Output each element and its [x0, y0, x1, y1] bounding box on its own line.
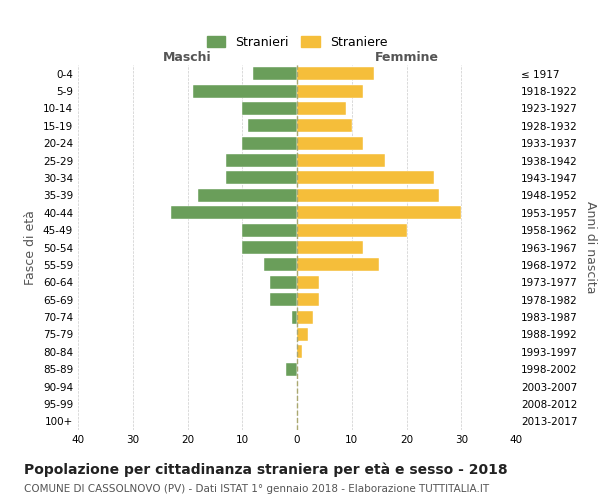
Bar	[297, 102, 346, 115]
Bar	[242, 224, 297, 236]
Bar	[242, 241, 297, 254]
Bar	[297, 136, 362, 149]
Bar	[297, 276, 319, 289]
Bar	[297, 84, 362, 98]
Bar	[297, 328, 308, 341]
Bar	[248, 120, 297, 132]
Y-axis label: Anni di nascita: Anni di nascita	[584, 201, 597, 294]
Text: Popolazione per cittadinanza straniera per età e sesso - 2018: Popolazione per cittadinanza straniera p…	[24, 462, 508, 477]
Bar	[297, 172, 434, 184]
Bar	[253, 67, 297, 80]
Text: COMUNE DI CASSOLNOVO (PV) - Dati ISTAT 1° gennaio 2018 - Elaborazione TUTTITALIA: COMUNE DI CASSOLNOVO (PV) - Dati ISTAT 1…	[24, 484, 489, 494]
Bar	[292, 310, 297, 324]
Bar	[297, 189, 439, 202]
Bar	[242, 136, 297, 149]
Bar	[297, 206, 461, 220]
Bar	[297, 120, 352, 132]
Bar	[193, 84, 297, 98]
Bar	[286, 362, 297, 376]
Legend: Stranieri, Straniere: Stranieri, Straniere	[202, 31, 392, 54]
Bar	[264, 258, 297, 272]
Bar	[297, 310, 313, 324]
Text: Femmine: Femmine	[374, 51, 439, 64]
Bar	[297, 346, 302, 358]
Bar	[297, 241, 362, 254]
Bar	[226, 154, 297, 167]
Bar	[242, 102, 297, 115]
Bar	[297, 224, 407, 236]
Bar	[269, 276, 297, 289]
Text: Maschi: Maschi	[163, 51, 212, 64]
Bar	[269, 293, 297, 306]
Bar	[199, 189, 297, 202]
Bar	[297, 154, 385, 167]
Bar	[226, 172, 297, 184]
Bar	[171, 206, 297, 220]
Bar	[297, 293, 319, 306]
Bar	[297, 67, 374, 80]
Y-axis label: Fasce di età: Fasce di età	[25, 210, 37, 285]
Bar	[297, 258, 379, 272]
